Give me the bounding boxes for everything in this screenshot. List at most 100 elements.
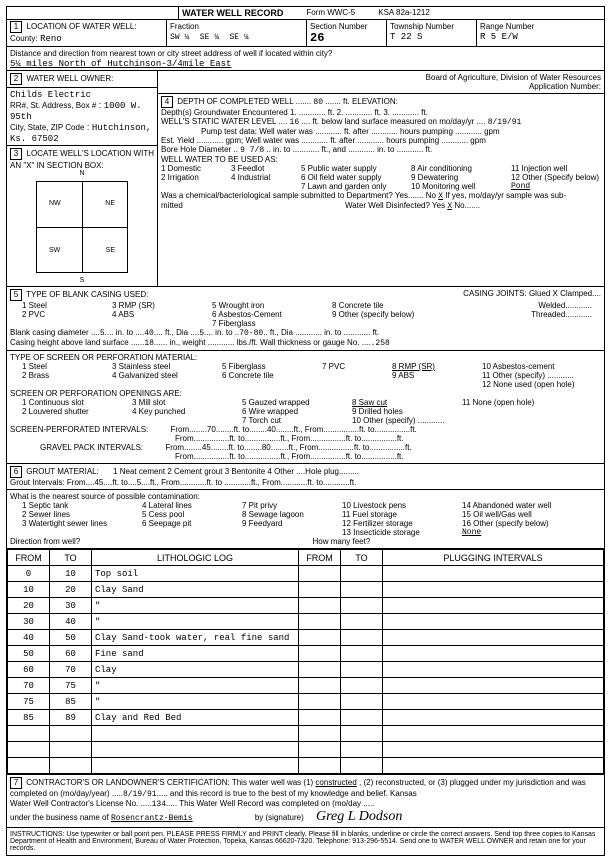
cas-9: 9 Other (specify below)	[332, 310, 452, 319]
cert-lic-v: 134	[152, 800, 166, 809]
op-11: 11 None (open hole)	[462, 398, 582, 407]
c4: 4 Lateral lines	[142, 501, 242, 510]
cert-txt3: This Water Well Record was completed on …	[179, 799, 374, 808]
pump-test: Pump test data: Well water was .........…	[201, 127, 500, 136]
scr-6: 6 Concrete tile	[222, 371, 322, 380]
cert-signature: Greg L Dodson	[316, 809, 402, 824]
log-row	[8, 758, 604, 774]
op-5: 5 Gauzed wrapped	[242, 398, 352, 407]
scr-2: 2 Brass	[22, 371, 112, 380]
fraction-label: Fraction	[170, 22, 199, 31]
range-value: R 5 E/W	[480, 32, 518, 42]
bore-value: 9 7/8	[240, 146, 264, 155]
gw2: ft. 2.	[328, 108, 344, 117]
location-label: LOCATION OF WATER WELL:	[27, 22, 137, 31]
section-number-value: 26	[310, 31, 324, 45]
nw: NW	[49, 200, 61, 207]
th-to2: TO	[341, 550, 383, 566]
township-value: T 22 S	[390, 32, 422, 42]
c9: 9 Feedyard	[242, 519, 342, 528]
c16: 16 Other (specify below)	[462, 519, 602, 528]
th-plug: PLUGGING INTERVALS	[383, 550, 604, 566]
use-7: 7 Lawn and garden only	[301, 182, 411, 191]
chem2: If yes, mo/day/yr sample was sub-	[445, 191, 566, 200]
dia-t3: in. to	[215, 328, 232, 337]
op-1: 1 Continuous slot	[22, 398, 132, 407]
section-box-diagram: NW NE SW SE	[36, 181, 128, 273]
c12: 12 Fertilizer storage	[342, 519, 462, 528]
use-11: 11 Injection well	[511, 164, 601, 173]
use-blank1	[161, 182, 231, 191]
c14: 14 Abandoned water well	[462, 501, 602, 510]
cas-1: 1 Steel	[22, 301, 112, 310]
est-yield: Est. Yield ............ gpm; Well water …	[161, 136, 486, 145]
county-label: County:	[10, 34, 38, 43]
op-2: 2 Louvered shutter	[22, 407, 132, 416]
joints3: Threaded............	[452, 310, 592, 319]
static-date: 8/19/91	[488, 118, 522, 127]
cert-txt2: and this record is true to the best of m…	[170, 789, 417, 798]
log-row: 5060Fine sand	[8, 646, 604, 662]
disinfect-x: X	[447, 202, 452, 211]
dia-v2: 40	[144, 329, 154, 338]
th-from: FROM	[8, 550, 50, 566]
static-value: 16	[290, 118, 300, 127]
owner-name: Childs Electric	[10, 90, 91, 100]
dia-t2: ft., Dia	[165, 328, 188, 337]
section-7-number: 7	[10, 777, 22, 789]
dia-end: ft., Dia ............ in. to ...........…	[270, 328, 379, 337]
use-9: 9 Dewatering	[411, 173, 511, 182]
op-7: 7 Torch cut	[242, 416, 352, 425]
instructions: INSTRUCTIONS: Use typewriter or ball poi…	[7, 827, 604, 855]
use-12: 12 Other (Specify below)	[511, 173, 601, 182]
c3: 3 Watertight sewer lines	[22, 519, 142, 528]
cas-7: 7 Fiberglass	[212, 319, 332, 328]
section-2-number: 2	[10, 73, 22, 85]
grav2: From................ft. to..............…	[175, 452, 403, 461]
sectionbox-label: LOCATE WELL'S LOCATION WITH AN "X" IN SE…	[10, 149, 154, 170]
use-4: 4 Industrial	[231, 173, 301, 182]
gw-end: ft.	[421, 108, 428, 117]
joints2: Welded............	[452, 301, 592, 310]
section-6-number: 6	[10, 466, 22, 478]
mitted: mitted	[161, 201, 183, 210]
dia-t: in. to	[116, 328, 133, 337]
distance-label: Distance and direction from nearest town…	[10, 49, 332, 58]
open-label: SCREEN OR PERFORATION OPENINGS ARE:	[10, 389, 182, 398]
op-4: 4 Key punched	[132, 407, 242, 416]
grout-opts: 1 Neat cement 2 Cement grout 3 Bentonite…	[113, 467, 359, 476]
chem-x: X	[438, 192, 443, 201]
grout-label: GROUT MATERIAL:	[26, 467, 99, 476]
form-title: WATER WELL RECORD	[179, 7, 286, 19]
cert-lic: Water Well Contractor's License No.	[10, 799, 138, 808]
use-3: 3 Feedlot	[231, 164, 301, 173]
c10: 10 Livestock pens	[342, 501, 462, 510]
c11: 11 Fuel storage	[342, 510, 462, 519]
scr-4: 4 Galvanized steel	[112, 371, 222, 380]
c8: 8 Sewage lagoon	[242, 510, 342, 519]
depth-unit: ft. ELEVATION:	[343, 97, 398, 106]
cert-date: 8/19/91	[123, 790, 157, 799]
se: SE	[106, 247, 115, 254]
section-4-number: 4	[161, 96, 173, 108]
range-label: Range Number	[480, 22, 534, 31]
height-label: Casing height above land surface	[10, 338, 129, 347]
scr-1: 1 Steel	[22, 362, 112, 371]
cert-label: CONTRACTOR'S OR LANDOWNER'S CERTIFICATIO…	[26, 778, 313, 787]
cas-6: 6 Asbestos-Cement	[212, 310, 332, 319]
scr-3: 3 Stainless steel	[112, 362, 222, 371]
appnum-label: Application Number:	[529, 82, 601, 91]
chem-label: Was a chemical/bacteriological sample su…	[161, 191, 436, 200]
grout-intervals: Grout Intervals: From....45....ft. to...…	[10, 478, 356, 487]
c5: 5 Cess pool	[142, 510, 242, 519]
cert-sig-label: by (signature)	[255, 813, 304, 822]
useas-label: WELL WATER TO BE USED AS:	[161, 155, 278, 164]
op-10: 10 Other (specify) ............	[352, 416, 462, 425]
township-label: Township Number	[390, 22, 454, 31]
use-pond: Pond	[511, 182, 601, 191]
c13: 13 Insecticide storage	[342, 528, 462, 537]
cert-constructed: constructed	[315, 778, 356, 787]
c6: 6 Seepage pit	[142, 519, 242, 528]
use-5: 5 Public water supply	[301, 164, 411, 173]
ksa-number: KSA 82a-1212	[358, 7, 433, 19]
